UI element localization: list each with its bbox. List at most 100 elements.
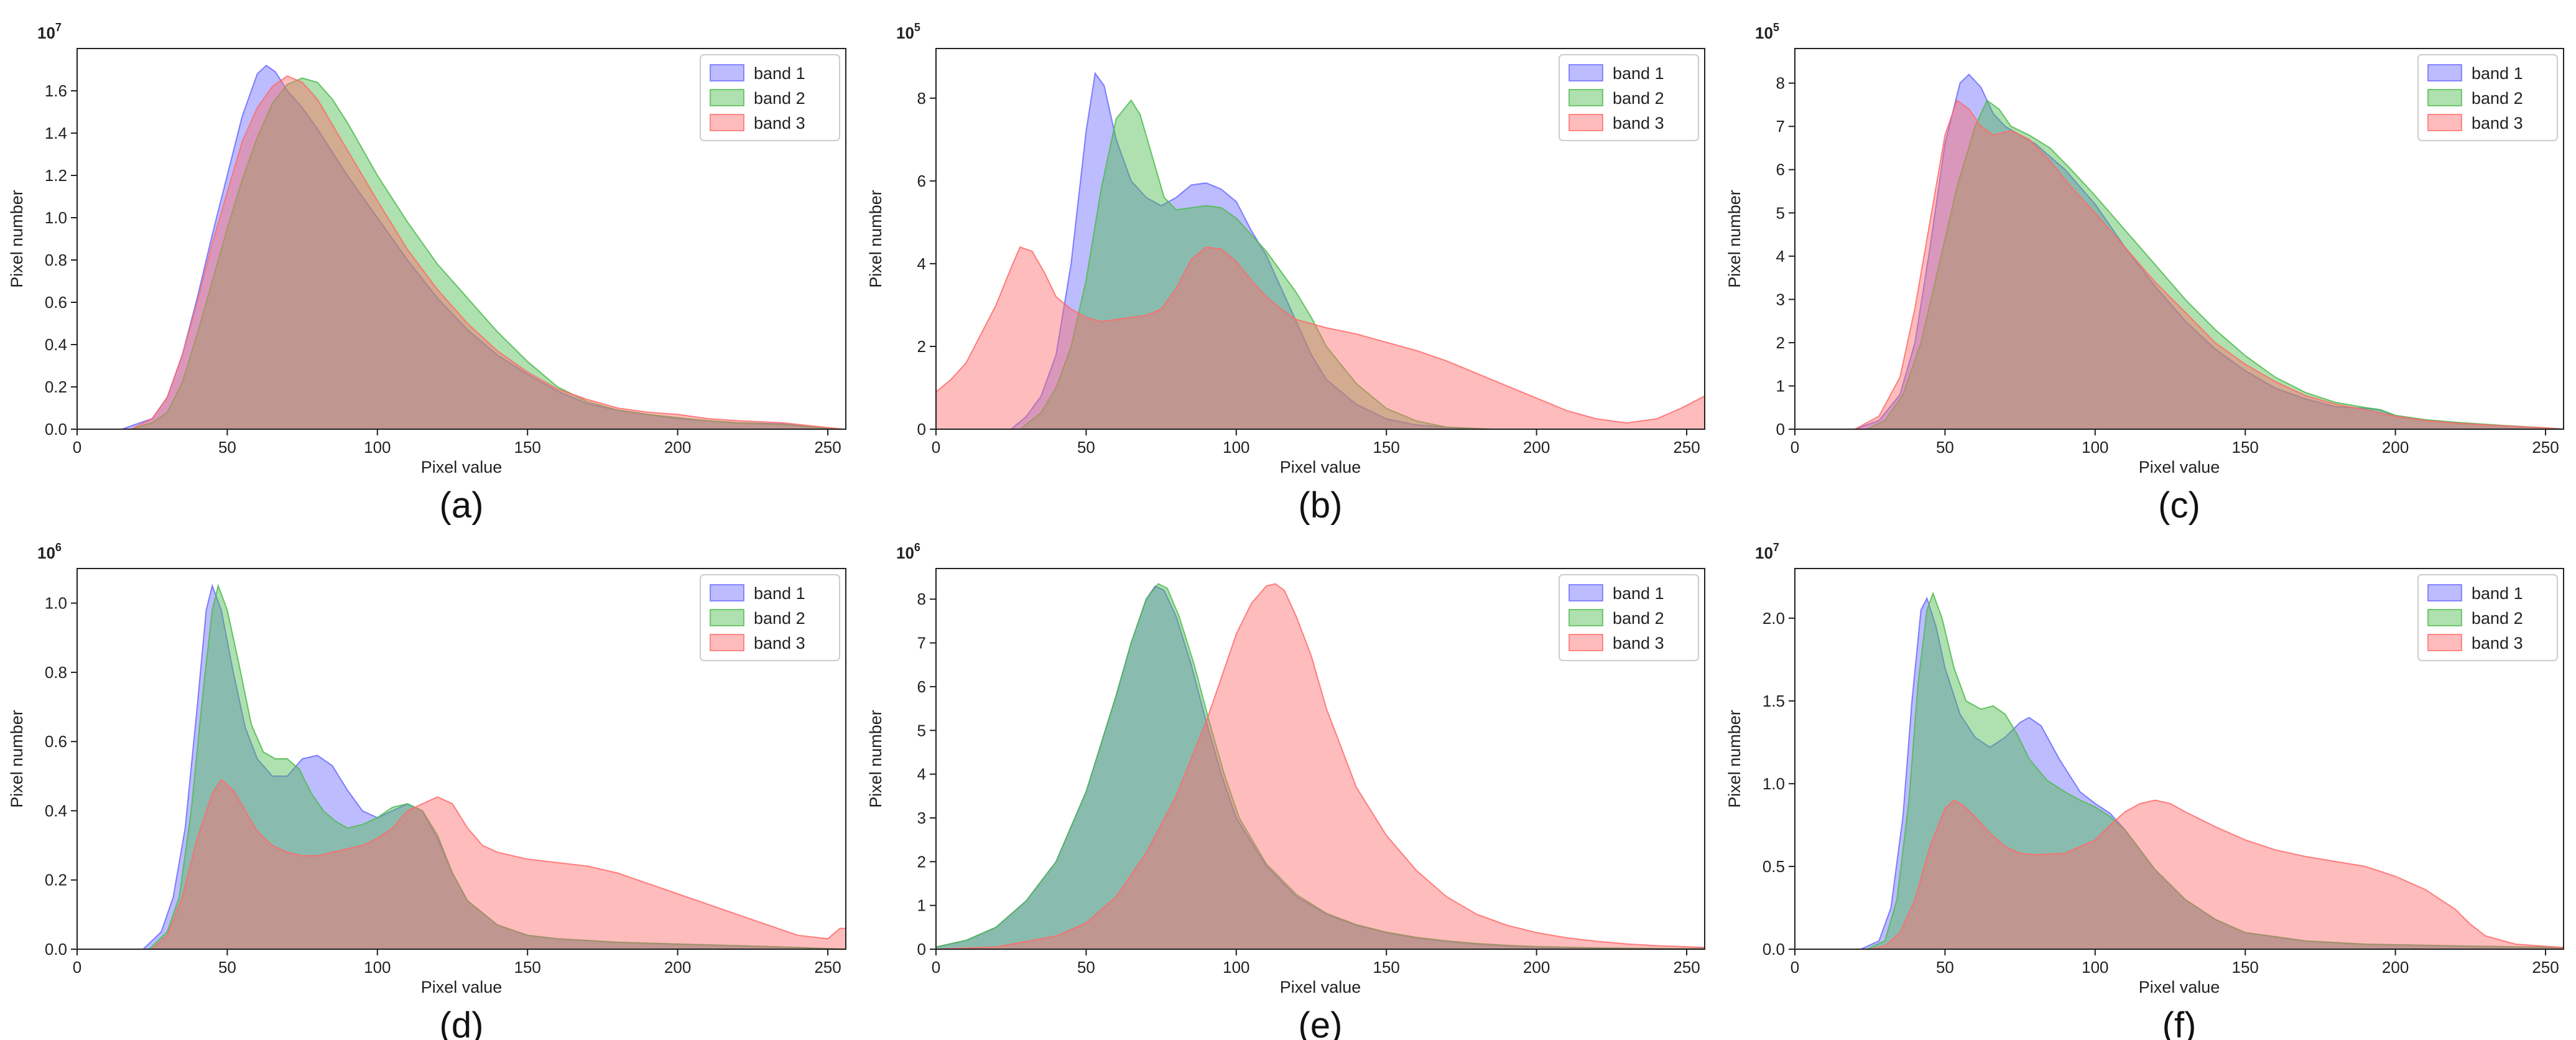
- legend: band 1 band 2 band 3: [1559, 54, 1699, 141]
- y-axis-label: Pixel number: [866, 190, 885, 288]
- chart-panel-1: 0 50 100 150 200 250 0.0 0.2 0.4 0.6 0.8 1.0 1.2 1.4 1…: [7, 21, 846, 526]
- y-tick-label: 0.0: [1763, 940, 1785, 959]
- y-tick-label: 8: [917, 89, 926, 108]
- x-tick-label: 50: [1077, 438, 1095, 457]
- series-area-band-3: [1795, 99, 2564, 430]
- series-area-band-2: [77, 77, 843, 430]
- y-tick-label: 7: [917, 634, 926, 652]
- x-tick-label: 250: [2532, 438, 2559, 457]
- legend-swatch-band-1: [710, 64, 744, 81]
- y-tick-label: 2: [917, 337, 926, 356]
- chart-panel-4: 0 50 100 150 200 250 0.0 0.2 0.4 0.6 0.8 1.0 Pixel v…: [7, 541, 846, 1040]
- y-tick-label: 4: [1776, 247, 1785, 266]
- y-tick-label: 0.5: [1763, 857, 1785, 876]
- legend-swatch-band-2: [1568, 609, 1603, 626]
- legend-swatch-band-3: [1568, 114, 1603, 131]
- legend-swatch-band-2: [1568, 89, 1603, 106]
- y-tick-label: 0: [917, 420, 926, 439]
- series-area-band-2: [1795, 591, 2564, 950]
- y-tick-label: 2: [917, 852, 926, 871]
- legend-label: band 2: [754, 89, 805, 108]
- y-tick-label: 0.0: [45, 420, 67, 439]
- series-area-band-2: [935, 583, 1705, 950]
- legend-label: band 1: [754, 584, 805, 603]
- x-tick-label: 250: [814, 438, 841, 457]
- legend-swatch-band-3: [2427, 114, 2462, 131]
- legend-box: [1559, 54, 1699, 141]
- legend-label: band 2: [754, 609, 805, 628]
- plot-frame: [76, 48, 846, 430]
- y-tick-label: 0: [917, 940, 926, 959]
- x-tick-label: 150: [514, 958, 541, 977]
- x-tick-label: 150: [2232, 958, 2259, 977]
- series-area-band-3: [1795, 799, 2564, 950]
- y-tick-label: 6: [917, 677, 926, 696]
- legend-label: band 1: [2472, 64, 2523, 83]
- plot-frame: [1794, 568, 2564, 950]
- y-tick-label: 0.2: [45, 871, 67, 889]
- x-axis-label: Pixel value: [2139, 458, 2220, 476]
- y-axis-label: Pixel number: [866, 710, 885, 808]
- y-axis-label: Pixel number: [1725, 710, 1744, 808]
- legend: band 1 band 2 band 3: [700, 54, 840, 141]
- legend-swatch-band-2: [710, 609, 744, 626]
- legend-label: band 1: [754, 64, 805, 83]
- series-area-band-3: [935, 583, 1705, 950]
- legend-swatch-band-1: [2427, 64, 2462, 81]
- series-area-band-3: [77, 75, 843, 430]
- series-area-band-1: [936, 72, 1705, 430]
- y-tick-label: 1.0: [45, 594, 67, 613]
- legend-label: band 2: [1613, 609, 1664, 628]
- x-axis-label: Pixel value: [1280, 978, 1361, 996]
- x-tick-label: 50: [1936, 438, 1954, 457]
- panel-caption: (d): [440, 1005, 484, 1040]
- x-tick-label: 100: [1223, 958, 1249, 977]
- x-tick-label: 0: [1791, 958, 1799, 977]
- x-tick-label: 150: [514, 438, 541, 457]
- y-tick-label: 4: [917, 254, 926, 273]
- y-tick-label: 0.8: [45, 663, 67, 682]
- legend-label: band 1: [2472, 584, 2523, 603]
- y-tick-label: 1.2: [45, 166, 67, 185]
- panel-caption: (f): [2162, 1005, 2197, 1040]
- y-tick-label: 6: [917, 172, 926, 190]
- plot-frame: [935, 48, 1705, 430]
- x-axis-label: Pixel value: [1280, 458, 1361, 476]
- y-tick-label: 6: [1776, 160, 1785, 179]
- x-tick-label: 200: [2382, 958, 2409, 977]
- series-area-band-2: [1795, 99, 2564, 430]
- chart-panel-2: 0 50 100 150 200 250 0 2 4 6 8 Pixel value Pixel num…: [866, 21, 1705, 526]
- y-tick-label: 0: [1776, 420, 1785, 439]
- y-tick-label: 2: [1776, 333, 1785, 352]
- y-tick-label: 0.4: [45, 801, 67, 820]
- y-tick-label: 1.6: [45, 81, 67, 100]
- legend-box: [700, 54, 840, 141]
- legend: band 1 band 2 band 3: [2417, 54, 2558, 141]
- x-tick-label: 0: [932, 438, 940, 457]
- y-tick-label: 0.8: [45, 251, 67, 269]
- x-tick-label: 250: [1673, 438, 1700, 457]
- y-tick-label: 0.4: [45, 335, 67, 354]
- series-area-band-3: [935, 246, 1705, 430]
- x-tick-label: 250: [814, 958, 841, 977]
- y-tick-label: 0.0: [45, 940, 67, 959]
- x-tick-label: 100: [364, 438, 391, 457]
- y-tick-label: 1.5: [1763, 692, 1785, 710]
- legend: band 1 band 2 band 3: [1559, 574, 1699, 661]
- x-axis-label: Pixel value: [421, 978, 503, 996]
- x-tick-label: 100: [364, 958, 391, 977]
- y-tick-label: 3: [1776, 290, 1785, 309]
- legend-label: band 3: [754, 114, 805, 132]
- x-tick-label: 100: [1223, 438, 1249, 457]
- panel-caption: (a): [440, 485, 484, 526]
- x-axis-label: Pixel value: [2139, 978, 2220, 996]
- y-tick-label: 1.0: [45, 208, 67, 227]
- legend-box: [2417, 54, 2558, 141]
- y-tick-label: 0.2: [45, 378, 67, 396]
- series-area-band-3: [77, 778, 846, 950]
- legend-label: band 3: [2472, 114, 2523, 132]
- y-scale-factor: 107: [1755, 541, 1779, 562]
- x-axis-label: Pixel value: [421, 458, 503, 476]
- y-tick-label: 4: [917, 765, 926, 784]
